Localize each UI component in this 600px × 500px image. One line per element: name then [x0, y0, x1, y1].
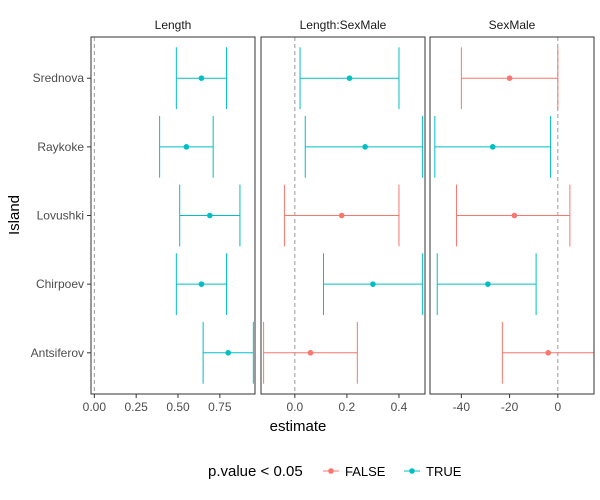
x-tick-label: 0.4 [391, 400, 408, 414]
x-tick-label: -40 [453, 400, 471, 414]
estimate-point [183, 144, 190, 150]
x-tick-label: 0.0 [286, 400, 303, 414]
estimate-point [346, 75, 353, 81]
estimate-point [207, 212, 213, 219]
facet-panel: Length:SexMale 0.0 0.2 0.4 [260, 13, 426, 414]
legend-label: TRUE [426, 464, 462, 479]
legend-key-point [328, 468, 334, 474]
estimate-point [489, 144, 496, 150]
estimate-point [198, 281, 205, 287]
facet-strip-label: SexMale [489, 18, 536, 32]
facet-strip-label: Length:SexMale [300, 18, 387, 32]
facet-panel: SexMale -40 -20 0 [429, 13, 595, 414]
estimate-point [485, 281, 491, 287]
x-tick-label: 0.00 [83, 400, 107, 414]
estimate-point [545, 350, 551, 356]
x-tick-label: 0.50 [166, 400, 190, 414]
y-tick-label: Antsiferov [31, 346, 84, 360]
estimate-point [198, 75, 205, 81]
legend-label: FALSE [345, 464, 386, 479]
estimate-point [370, 281, 376, 287]
panel-border [429, 36, 595, 395]
facet-strip [261, 13, 425, 37]
legend-title: p.value < 0.05 [208, 463, 303, 480]
estimate-point [225, 350, 232, 356]
x-tick-label: 0 [554, 400, 561, 414]
facet-strip [91, 13, 255, 37]
y-tick-label: Srednova [33, 71, 85, 85]
x-tick-label: -20 [501, 400, 519, 414]
estimate-point [338, 212, 345, 219]
estimate-point [307, 350, 314, 356]
y-tick-label: Chirpoev [36, 277, 84, 291]
y-tick-label: Lovushki [37, 209, 84, 223]
facet-strip [430, 13, 594, 37]
y-axis-title: Island [6, 195, 23, 235]
y-axis: Srednova Raykoke Lovushki Chirpoev Antsifero… [31, 71, 91, 360]
x-axis-title: estimate [270, 418, 327, 435]
estimate-point [362, 144, 368, 150]
panel-border [260, 36, 426, 395]
legend-key-point [409, 468, 415, 474]
y-tick-label: Raykoke [37, 140, 84, 154]
estimate-point [511, 212, 518, 219]
facet-panel: Length 0.00 0.25 0.50 0.75 [83, 13, 256, 414]
legend: p.value < 0.05 FALSE TRUE [208, 463, 462, 480]
x-tick-label: 0.2 [339, 400, 356, 414]
x-tick-label: 0.75 [208, 400, 232, 414]
estimate-point [506, 75, 513, 81]
facet-strip-label: Length [155, 18, 192, 32]
x-tick-label: 0.25 [125, 400, 149, 414]
